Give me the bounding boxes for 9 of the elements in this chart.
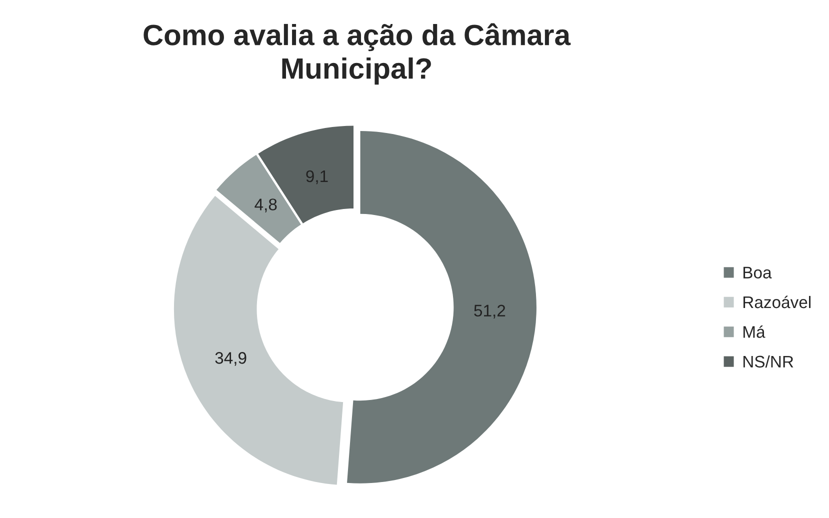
legend-label: Má xyxy=(743,325,766,338)
legend-label: Razoável xyxy=(743,296,810,308)
legend-label: Boa xyxy=(743,266,772,278)
data-label: 51,2 xyxy=(474,304,506,319)
data-label: 34,9 xyxy=(215,352,246,366)
legend-label: NS/NR xyxy=(743,355,794,368)
data-label: 4,8 xyxy=(254,198,277,212)
chart-title: Como avalia a ação da Câmara Municipal? xyxy=(144,23,571,85)
data-label: 9,1 xyxy=(306,170,328,184)
